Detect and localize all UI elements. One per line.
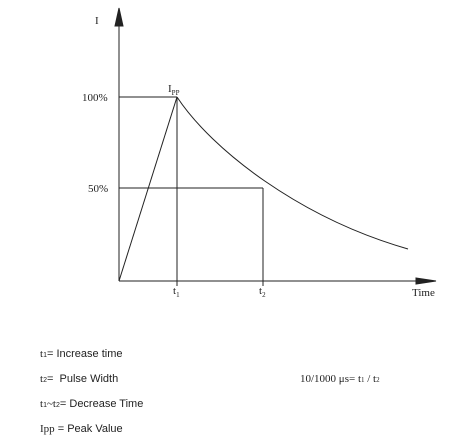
- note-sub: 1: [43, 352, 47, 359]
- note-text: = Peak Value: [55, 423, 123, 435]
- note: Ipp = Peak Value: [40, 423, 123, 435]
- formula-sub: 1: [361, 376, 365, 384]
- t2-sub: 2: [262, 291, 266, 299]
- t2-base: t: [259, 285, 262, 297]
- note-term: t: [40, 348, 43, 360]
- note-text: = Increase time: [47, 348, 123, 360]
- formula-part: 10/1000 μs= t: [300, 373, 361, 385]
- note-sub: 2: [43, 377, 47, 384]
- note-tilde: ~: [47, 398, 53, 410]
- note-term: Ipp: [40, 423, 55, 435]
- guides: [119, 96, 264, 286]
- axes: [114, 7, 437, 285]
- note-term: t: [40, 373, 43, 385]
- note: t1~t2= Decrease Time: [40, 398, 143, 410]
- decay-curve: [176, 96, 409, 250]
- formula: 10/1000 μs= t1 / t2: [300, 373, 380, 385]
- y-arrow: [114, 7, 124, 27]
- note-text: = Pulse Width: [47, 373, 118, 385]
- peak-label: IPP: [168, 83, 180, 97]
- level-50: 50%: [88, 183, 108, 195]
- t2-label: t2: [259, 285, 266, 299]
- note-sub: 1: [43, 402, 47, 409]
- rise-line: [118, 96, 178, 282]
- note: t1= Increase time: [40, 348, 122, 360]
- formula-sub: 2: [376, 376, 380, 384]
- t1-label: t1: [173, 285, 180, 299]
- note-term: t: [40, 398, 43, 410]
- note-term: t: [53, 398, 56, 410]
- x-arrow: [415, 277, 437, 285]
- formula-part: / t: [365, 373, 377, 385]
- peak-base: I: [168, 83, 172, 95]
- note-text: = Decrease Time: [60, 398, 143, 410]
- level-100: 100%: [82, 92, 108, 104]
- note-sub: 2: [56, 402, 60, 409]
- x-label: Time: [412, 287, 435, 299]
- note: t2= Pulse Width: [40, 373, 118, 385]
- t1-sub: 1: [176, 291, 180, 299]
- y-label: I: [95, 15, 99, 27]
- peak-sub: PP: [172, 89, 180, 97]
- t1-base: t: [173, 285, 176, 297]
